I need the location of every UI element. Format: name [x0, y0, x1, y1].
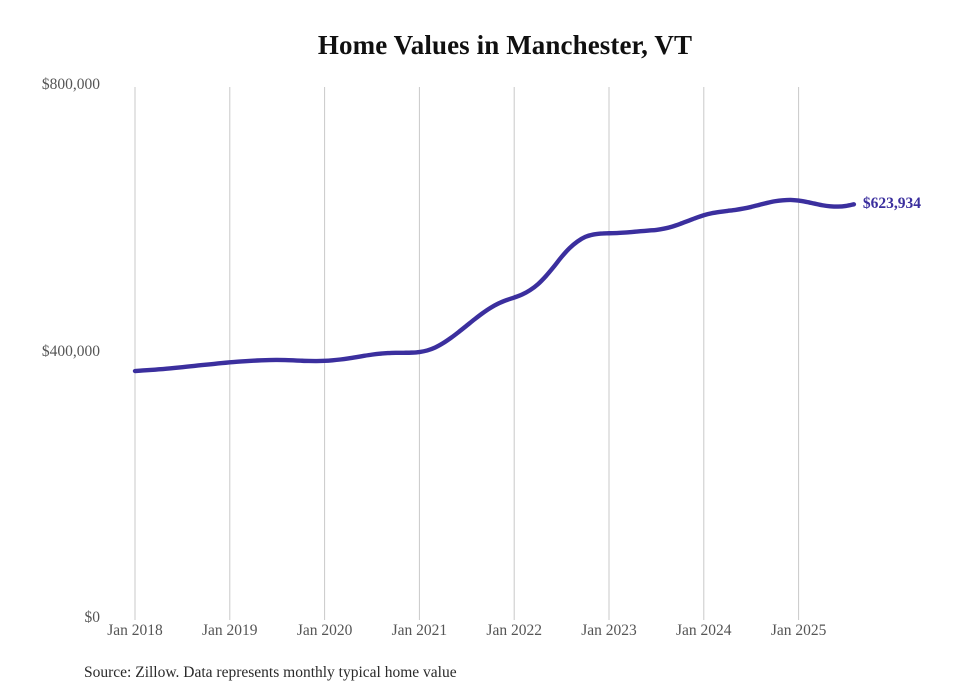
x-tick-label: Jan 2021 [391, 622, 448, 639]
y-tick-label: $0 [84, 609, 101, 626]
end-value-label: $623,934 [862, 195, 922, 213]
chart-title: Home Values in Manchester, VT [317, 30, 693, 60]
x-tick-label: Jan 2022 [486, 622, 542, 639]
source-note: Source: Zillow. Data represents monthly … [84, 664, 457, 681]
y-tick-label: $400,000 [41, 342, 100, 360]
x-tick-label: Jan 2023 [581, 622, 637, 639]
home-value-line [132, 197, 857, 374]
x-tick-label: Jan 2018 [107, 622, 163, 639]
y-tick-label: $800,000 [41, 76, 100, 93]
x-tick-label: Jan 2024 [676, 622, 732, 639]
x-tick-label: Jan 2019 [202, 622, 258, 639]
x-tick-label: Jan 2020 [296, 622, 353, 639]
x-tick-label: Jan 2025 [770, 622, 827, 639]
